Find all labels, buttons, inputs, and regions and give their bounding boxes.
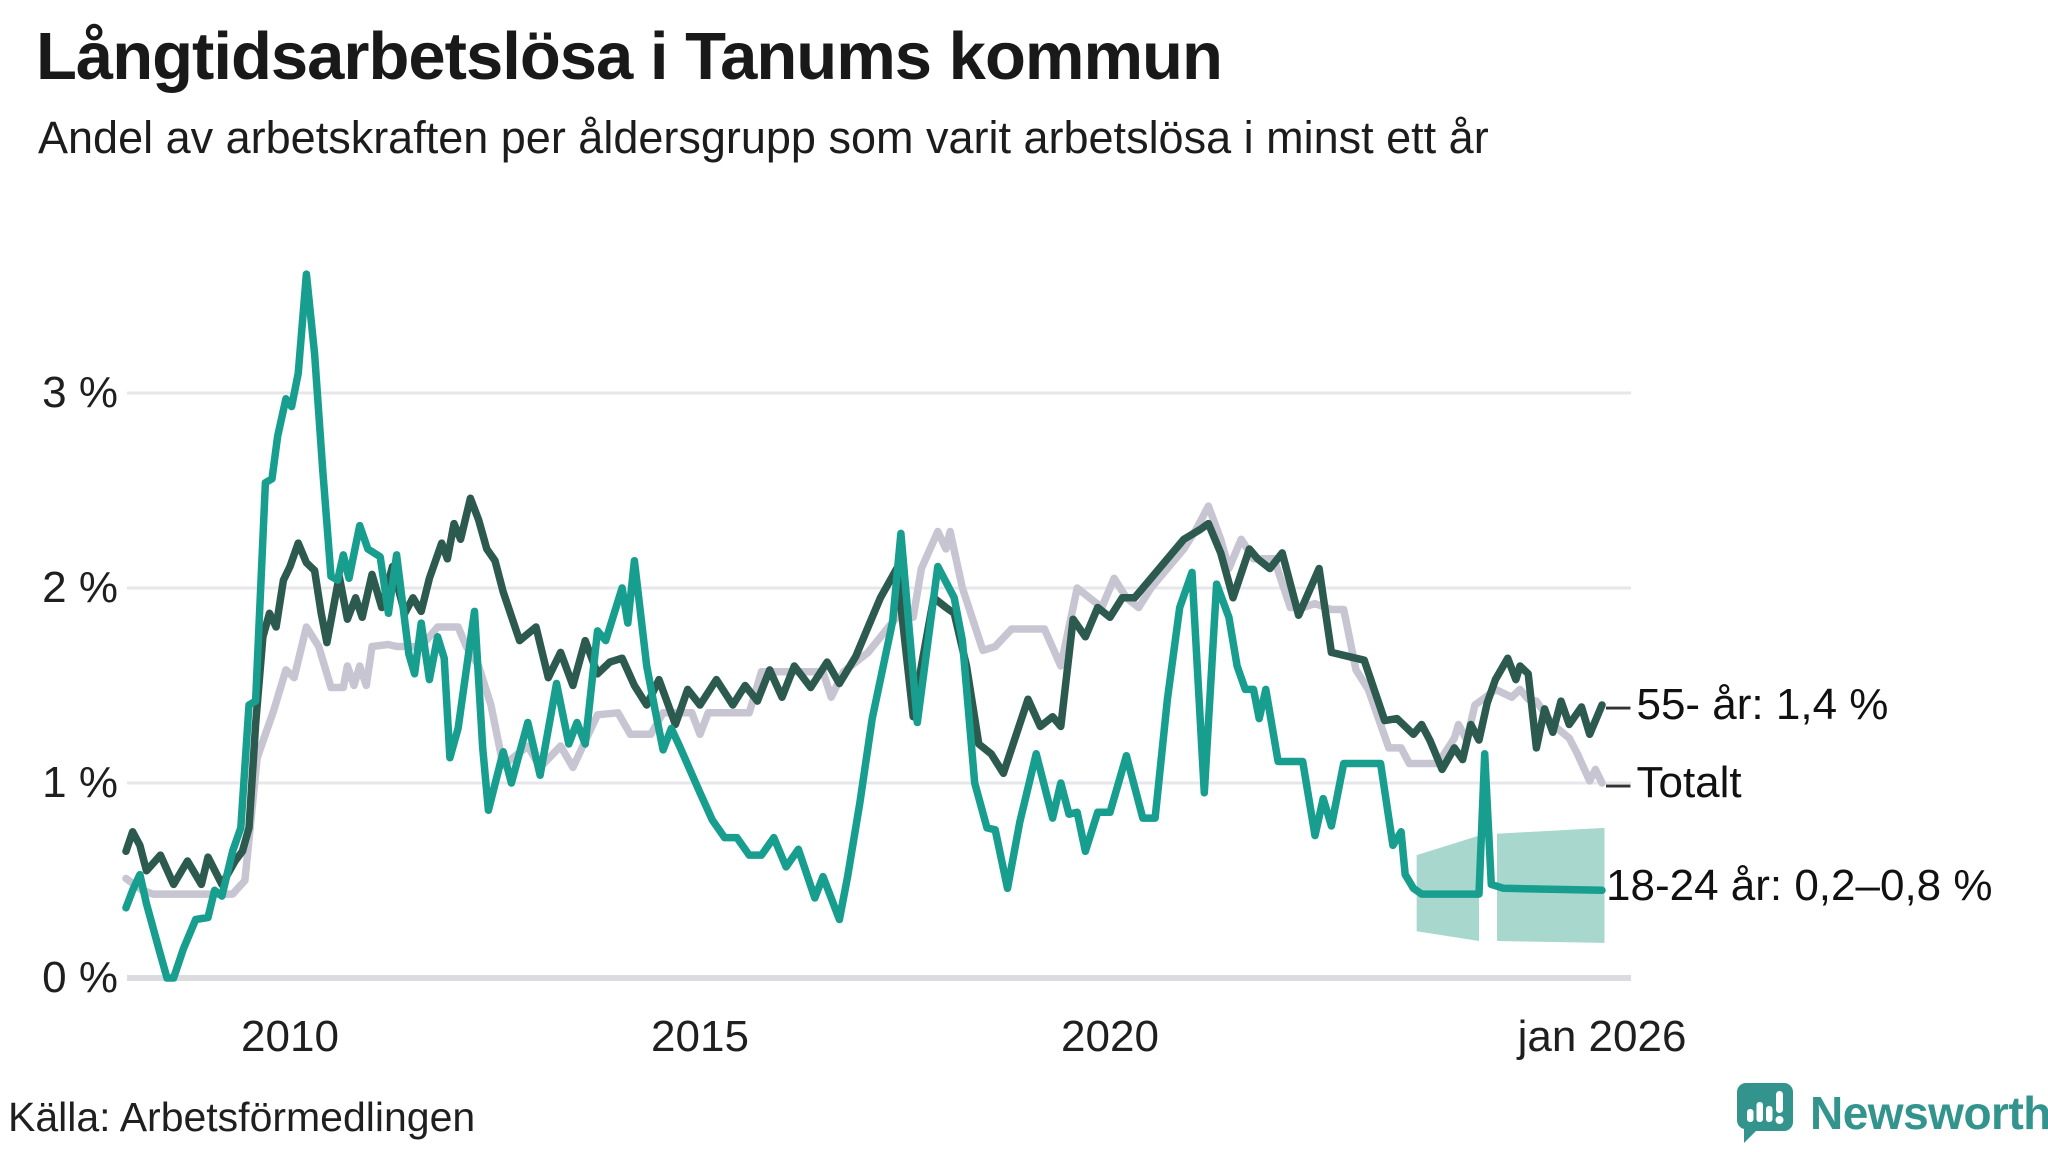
series-label-totalt: – Totalt [1606, 758, 1742, 808]
x-axis-tick: 2010 [241, 1012, 339, 1061]
series-line-18-24-år [122, 270, 1606, 982]
series-line-55--år [122, 494, 1606, 889]
label-connector: – [1606, 680, 1631, 729]
series-label-text: Totalt [1636, 758, 1742, 807]
newsworthy-wordmark: Newsworthy [1810, 1087, 2048, 1139]
y-axis-tick: 1 % [42, 758, 118, 807]
confidence-band [1497, 827, 1605, 943]
y-axis-tick: 0 % [42, 953, 118, 1002]
series-line-Totalt [122, 502, 1606, 898]
x-axis-tick: 2020 [1061, 1012, 1159, 1061]
x-axis-tick: 2015 [651, 1012, 749, 1061]
y-axis-tick: 2 % [42, 563, 118, 612]
y-axis-tick: 3 % [42, 368, 118, 417]
page-title: Långtidsarbetslösa i Tanums kommun [36, 19, 1223, 94]
newsworthy-icon [1736, 1083, 1793, 1143]
series-label-text: 55- år: 1,4 % [1636, 680, 1889, 729]
page-subtitle: Andel av arbetskraften per åldersgrupp s… [38, 112, 1489, 163]
x-axis-tick: jan 2026 [1517, 1012, 1687, 1061]
series-label-55-ar: –55- år: 1,4 % [1606, 680, 1888, 730]
series-label-text: 18-24 år: 0,2–0,8 % [1606, 861, 1993, 911]
label-connector: – [1606, 758, 1631, 807]
newsworthy-logo[interactable]: Newsworthy [1736, 1082, 2048, 1144]
series-label-18-24-ar: 18-24 år: 0,2–0,8 % [1606, 861, 1992, 911]
source-note: Källa: Arbetsförmedlingen [8, 1094, 476, 1140]
confidence-band [1416, 835, 1479, 941]
